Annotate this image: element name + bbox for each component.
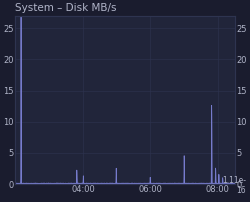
Text: System – Disk MB/s: System – Disk MB/s (15, 3, 117, 14)
Text: 1.11e-
16: 1.11e- 16 (222, 176, 246, 195)
